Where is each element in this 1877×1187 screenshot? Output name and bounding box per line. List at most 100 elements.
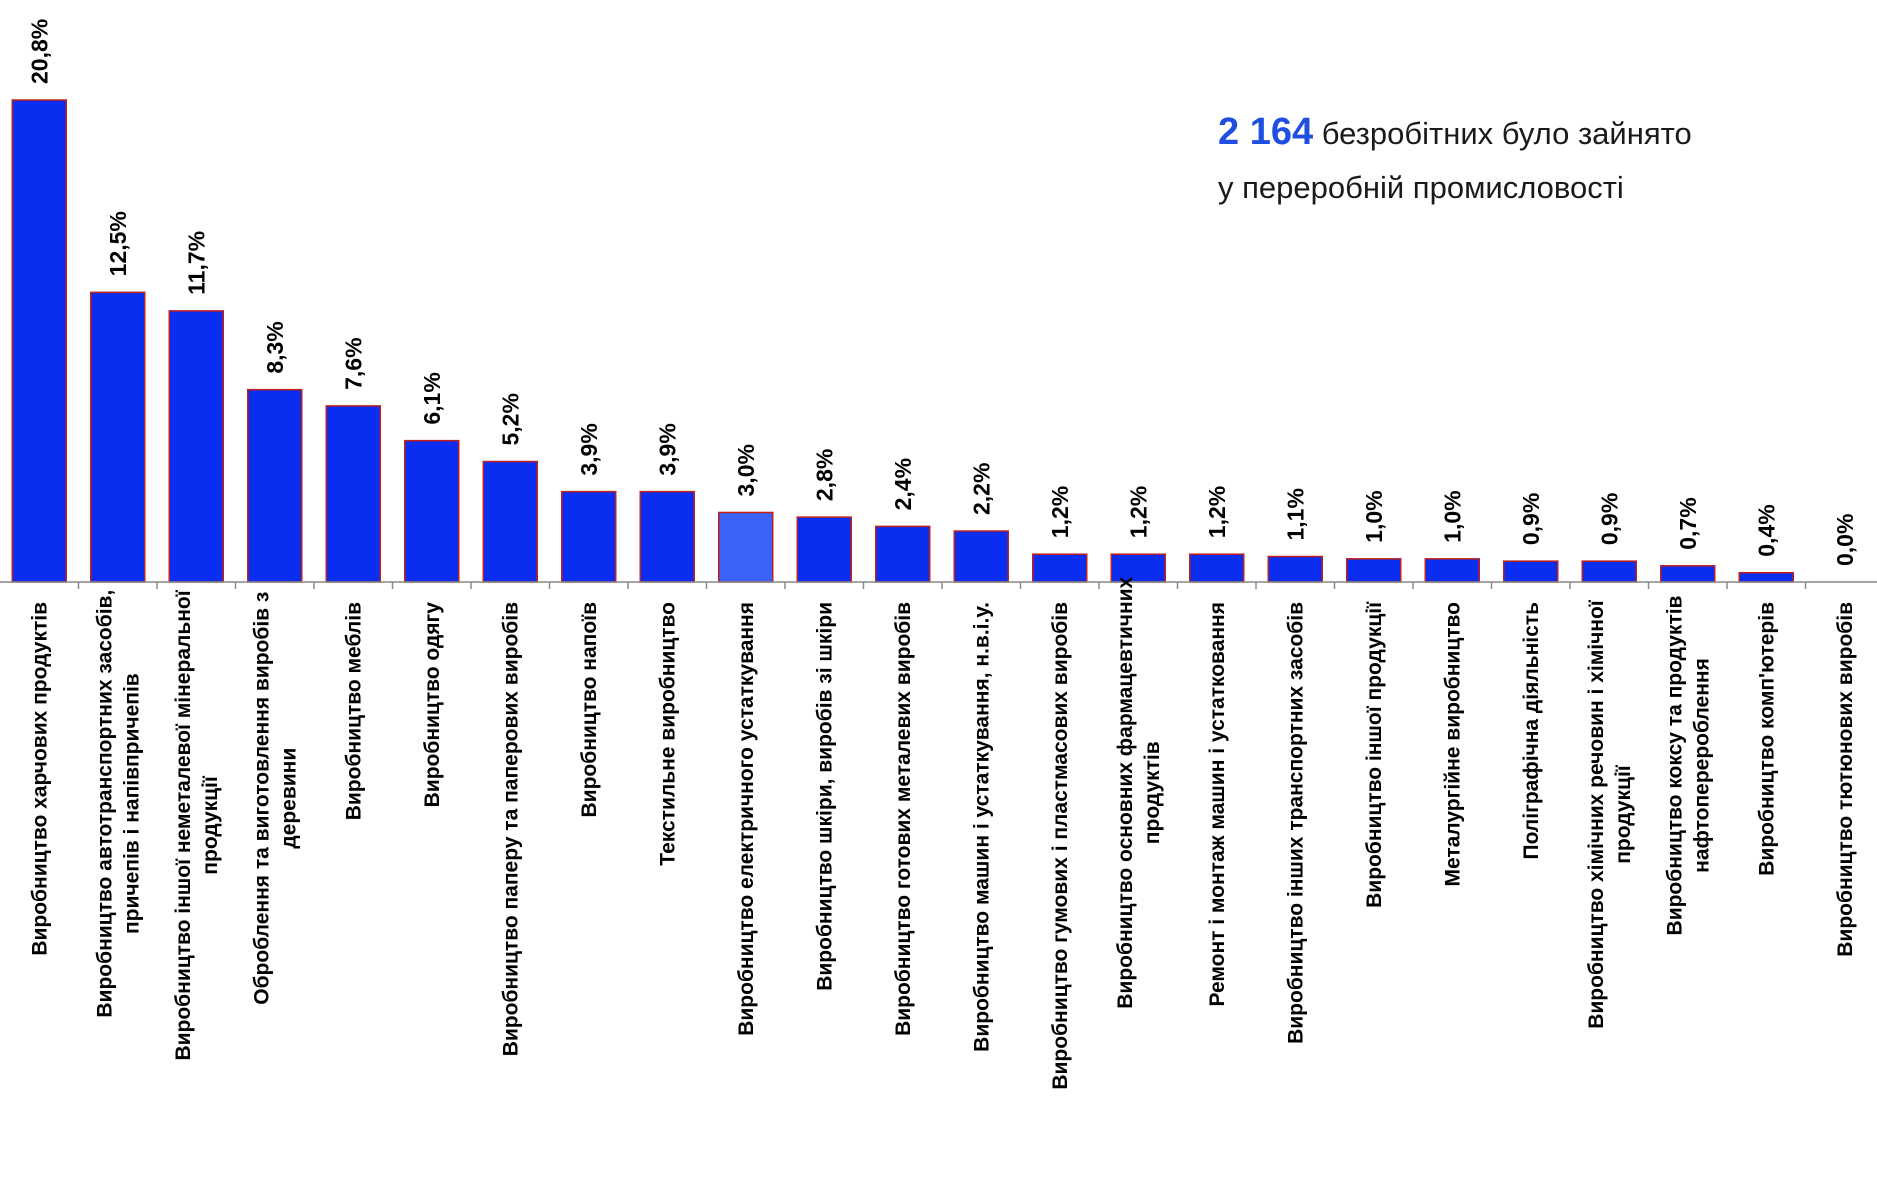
- category-label-7: Виробництво паперу та паперових виробів: [499, 602, 522, 1056]
- bar-13: [953, 530, 1009, 583]
- category-label-13: Виробництво машин і устаткування, н.в.і.…: [970, 602, 993, 1052]
- bar-17: [1267, 555, 1323, 583]
- category-label-10: Виробництво електричного устаткування: [735, 602, 758, 1036]
- category-label-line: Виробництво інших транспортних засобів: [1284, 602, 1307, 1044]
- category-label-line: продуктів: [1141, 741, 1164, 844]
- category-label-line: Виробництво іншої неметалевої мінерально…: [172, 589, 195, 1060]
- summary-line-2: у переробній промисловості: [1218, 170, 1624, 205]
- value-label-5: 7,6%: [340, 337, 366, 389]
- category-label-line: Виробництво електричного устаткування: [735, 602, 758, 1036]
- category-label-line: Виробництво одягу: [421, 602, 444, 808]
- category-label-line: Виробництво машин і устаткування, н.в.і.…: [970, 602, 993, 1052]
- value-label-19: 1,0%: [1439, 490, 1465, 542]
- category-label-15: Виробництво основних фармацевтичних проду…: [1114, 576, 1164, 1008]
- category-label-line: Виробництво основних фармацевтичних: [1114, 576, 1137, 1008]
- x-axis-ticks: [77, 582, 1807, 589]
- category-label-21: Виробництво хімічних речовин і хімічної п…: [1585, 599, 1635, 1029]
- value-label-17: 1,1%: [1282, 488, 1308, 540]
- bar-1: [11, 99, 67, 583]
- summary-annotation: 2 164 безробітних було зайнято у перероб…: [1218, 105, 1692, 215]
- value-label-8: 3,9%: [576, 423, 602, 475]
- category-label-6: Виробництво одягу: [421, 602, 444, 808]
- summary-text-1: безробітних було зайнято: [1313, 116, 1692, 151]
- category-label-line: Виробництво гумових і пластмасових вироб…: [1049, 602, 1072, 1090]
- bar-8: [561, 490, 617, 583]
- category-label-line: Виробництво напоїв: [578, 602, 601, 818]
- category-label-9: Текстильне виробництво: [656, 602, 679, 866]
- category-label-2: Виробництво автотранспортних засобів, при…: [93, 590, 143, 1018]
- value-label-15: 1,2%: [1125, 486, 1151, 538]
- bar-22: [1660, 565, 1716, 583]
- bar-3: [168, 310, 224, 583]
- category-label-line: Виробництво меблів: [342, 602, 365, 820]
- value-labels-group: 20,8% 12,5% 11,7% 8,3% 7,6% 6,1% 5,2% 3,9% 3,9% 3…: [26, 19, 1858, 566]
- bar-7: [482, 460, 538, 583]
- category-label-line: продукції: [1612, 764, 1635, 864]
- value-label-24: 0,0%: [1832, 514, 1858, 566]
- category-label-line: продукції: [199, 775, 222, 875]
- category-label-line: Виробництво автотранспортних засобів,: [93, 590, 116, 1018]
- category-label-line: Виробництво тютюнових виробів: [1834, 602, 1857, 957]
- bar-23: [1738, 571, 1794, 583]
- category-label-line: Металургійне виробництво: [1441, 602, 1464, 887]
- value-label-13: 2,2%: [968, 463, 994, 515]
- category-label-20: Поліграфічна діяльність: [1520, 602, 1543, 860]
- category-label-line: Виробництво паперу та паперових виробів: [499, 602, 522, 1056]
- value-label-11: 2,8%: [811, 449, 837, 501]
- value-label-2: 12,5%: [105, 211, 131, 276]
- bar-19: [1424, 558, 1480, 583]
- bar-14: [1032, 553, 1088, 583]
- category-label-line: Ремонт і монтаж машин і устатковання: [1206, 602, 1229, 1007]
- category-label-24: Виробництво тютюнових виробів: [1834, 602, 1857, 957]
- category-label-line: Виробництво комп'ютерів: [1755, 602, 1778, 876]
- category-label-8: Виробництво напоїв: [578, 602, 601, 818]
- summary-value: 2 164: [1218, 111, 1314, 153]
- value-label-9: 3,9%: [654, 423, 680, 475]
- bars-group: [11, 99, 1794, 583]
- value-label-16: 1,2%: [1204, 486, 1230, 538]
- value-label-7: 5,2%: [497, 393, 523, 445]
- category-label-17: Виробництво інших транспортних засобів: [1284, 602, 1307, 1044]
- category-label-3: Виробництво іншої неметалевої мінерально…: [172, 589, 222, 1060]
- category-label-line: Поліграфічна діяльність: [1520, 602, 1543, 860]
- bar-18: [1346, 558, 1402, 583]
- value-label-6: 6,1%: [419, 372, 445, 424]
- bar-6: [404, 439, 460, 583]
- value-label-22: 0,7%: [1675, 497, 1701, 549]
- value-label-10: 3,0%: [733, 444, 759, 496]
- category-label-11: Виробництво шкіри, виробів зі шкіри: [813, 602, 836, 991]
- bar-9: [639, 490, 695, 583]
- category-label-line: деревини: [277, 748, 300, 849]
- category-label-1: Виробництво харчових продуктів: [28, 602, 51, 956]
- category-label-line: Виробництво харчових продуктів: [28, 602, 51, 956]
- category-label-line: Виробництво готових металевих виробів: [892, 602, 915, 1036]
- value-label-12: 2,4%: [890, 458, 916, 510]
- value-label-18: 1,0%: [1361, 490, 1387, 542]
- value-label-3: 11,7%: [183, 231, 209, 295]
- category-label-19: Металургійне виробництво: [1441, 602, 1464, 887]
- category-label-23: Виробництво комп'ютерів: [1755, 602, 1778, 876]
- bar-2: [90, 291, 146, 583]
- category-label-5: Виробництво меблів: [342, 602, 365, 820]
- category-labels-group: Виробництво харчових продуктів Виробництв…: [28, 576, 1857, 1089]
- value-label-1: 20,8%: [26, 19, 52, 84]
- value-label-21: 0,9%: [1596, 493, 1622, 545]
- bar-16: [1189, 553, 1245, 583]
- category-label-12: Виробництво готових металевих виробів: [892, 602, 915, 1036]
- category-label-22: Виробництво коксу та продуктів нафтоперер…: [1663, 595, 1713, 935]
- bar-4: [247, 388, 303, 583]
- category-label-16: Ремонт і монтаж машин і устатковання: [1206, 602, 1229, 1007]
- value-label-4: 8,3%: [262, 321, 288, 373]
- summary-line-1: 2 164 безробітних було зайнято: [1218, 105, 1692, 161]
- category-label-line: Виробництво іншої продукції: [1363, 601, 1386, 908]
- category-label-line: нафтоперероблення: [1690, 658, 1713, 873]
- value-label-20: 0,9%: [1518, 493, 1544, 545]
- category-label-line: Текстильне виробництво: [656, 602, 679, 866]
- bar-20: [1503, 560, 1559, 583]
- bar-21: [1581, 560, 1637, 583]
- category-label-14: Виробництво гумових і пластмасових вироб…: [1049, 602, 1072, 1090]
- bar-10: [718, 511, 774, 583]
- value-label-23: 0,4%: [1753, 504, 1779, 556]
- category-label-18: Виробництво іншої продукції: [1363, 601, 1386, 908]
